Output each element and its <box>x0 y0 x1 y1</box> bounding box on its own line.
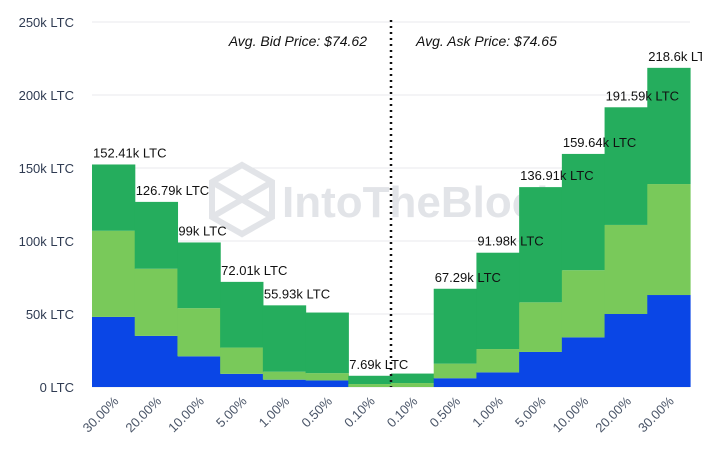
bar-1-segment-1 <box>134 268 179 336</box>
x-tick-label-8: 0.50% <box>427 393 464 430</box>
bar-5-segment-1 <box>305 373 349 381</box>
bar-9-segment-1 <box>476 349 520 373</box>
bar-9-segment-2 <box>476 252 520 350</box>
bar-2-segment-2 <box>177 242 221 309</box>
bar-0-segment-1 <box>92 230 136 317</box>
bar-12-segment-2 <box>604 107 648 225</box>
y-axis: 0 LTC 50k LTC 100k LTC 150k LTC 200k LTC 250k… <box>19 15 74 395</box>
data-label-13: 218.6k LTC <box>648 49 702 64</box>
bar-1-segment-2 <box>134 201 179 269</box>
data-label-11: 159.64k LTC <box>563 135 636 150</box>
x-tick-label-7: 0.10% <box>384 393 421 430</box>
data-label-12: 191.59k LTC <box>606 88 679 103</box>
bar-12-segment-1 <box>604 224 648 314</box>
data-label-8: 67.29k LTC <box>435 270 501 285</box>
bar-4-segment-0 <box>262 379 307 387</box>
y-tick-label-1: 50k LTC <box>26 307 74 322</box>
data-label-3: 72.01k LTC <box>221 263 287 278</box>
bar-2-segment-0 <box>177 356 221 387</box>
data-labels-layer: 152.41k LTC 126.79k LTC 99k LTC 72.01k LTC 5… <box>93 49 702 372</box>
bar-4-segment-2 <box>262 305 307 372</box>
bar-3-segment-2 <box>220 281 264 348</box>
bar-3-segment-1 <box>220 347 264 374</box>
bar-7-segment-1 <box>391 383 435 387</box>
bar-6-segment-1 <box>348 384 392 387</box>
bar-10-segment-0 <box>519 351 563 387</box>
data-label-0: 152.41k LTC <box>93 145 166 160</box>
x-tick-label-1: 20.00% <box>122 393 164 435</box>
x-tick-label-12: 20.00% <box>592 393 634 435</box>
bar-8-segment-0 <box>433 378 478 387</box>
bar-12-segment-0 <box>604 314 648 387</box>
data-label-9: 91.98k LTC <box>477 234 543 249</box>
x-tick-label-10: 5.00% <box>512 393 549 430</box>
avg-ask-price-label: Avg. Ask Price: $74.65 <box>415 33 557 49</box>
bar-1-segment-0 <box>134 335 179 387</box>
x-tick-label-9: 1.00% <box>469 393 506 430</box>
x-tick-label-5: 0.50% <box>298 393 335 430</box>
watermark-text: IntoTheBlock <box>282 178 561 227</box>
y-tick-label-3: 150k LTC <box>19 161 74 176</box>
data-label-2: 99k LTC <box>178 223 226 238</box>
bar-11-segment-1 <box>561 270 606 338</box>
y-tick-label-4: 200k LTC <box>19 88 74 103</box>
bar-0-segment-0 <box>92 316 136 387</box>
x-tick-label-6: 0.10% <box>341 393 378 430</box>
bar-2-segment-1 <box>177 308 221 357</box>
x-tick-label-4: 1.00% <box>256 393 293 430</box>
bar-7-segment-2 <box>391 373 435 384</box>
x-tick-label-11: 10.00% <box>550 393 592 435</box>
bar-5-segment-0 <box>305 380 349 387</box>
data-label-10: 136.91k LTC <box>520 168 593 183</box>
bar-3-segment-0 <box>220 373 264 387</box>
x-axis: 30.00% 20.00% 10.00% 5.00% 1.00% 0.50% 0.10% 0.… <box>80 393 677 435</box>
x-tick-label-2: 10.00% <box>165 393 207 435</box>
bar-13-segment-1 <box>647 184 691 296</box>
bar-10-segment-1 <box>519 302 563 352</box>
x-tick-label-13: 30.00% <box>635 393 677 435</box>
watermark-logo-icon <box>209 161 275 238</box>
y-tick-label-5: 250k LTC <box>19 15 74 30</box>
bar-8-segment-2 <box>433 288 478 364</box>
bar-13-segment-2 <box>647 67 691 185</box>
watermark: IntoTheBlock <box>209 161 561 238</box>
data-label-6: 7.69k LTC <box>349 357 408 372</box>
data-label-4: 55.93k LTC <box>264 286 330 301</box>
bars-layer <box>92 67 691 387</box>
x-tick-label-3: 5.00% <box>213 393 250 430</box>
bar-4-segment-1 <box>262 371 307 380</box>
bar-10-segment-2 <box>519 187 563 303</box>
bar-8-segment-1 <box>433 363 478 379</box>
bar-11-segment-2 <box>561 153 606 271</box>
bar-0-segment-2 <box>92 164 136 231</box>
bar-9-segment-0 <box>476 372 520 387</box>
x-tick-label-0: 30.00% <box>80 393 122 435</box>
data-label-1: 126.79k LTC <box>136 183 209 198</box>
bar-6-segment-2 <box>348 375 392 385</box>
y-tick-label-2: 100k LTC <box>19 234 74 249</box>
y-tick-label-0: 0 LTC <box>40 380 74 395</box>
avg-bid-price-label: Avg. Bid Price: $74.62 <box>228 33 367 49</box>
bar-11-segment-0 <box>561 337 606 387</box>
bar-5-segment-2 <box>305 312 349 374</box>
bar-13-segment-0 <box>647 295 691 387</box>
